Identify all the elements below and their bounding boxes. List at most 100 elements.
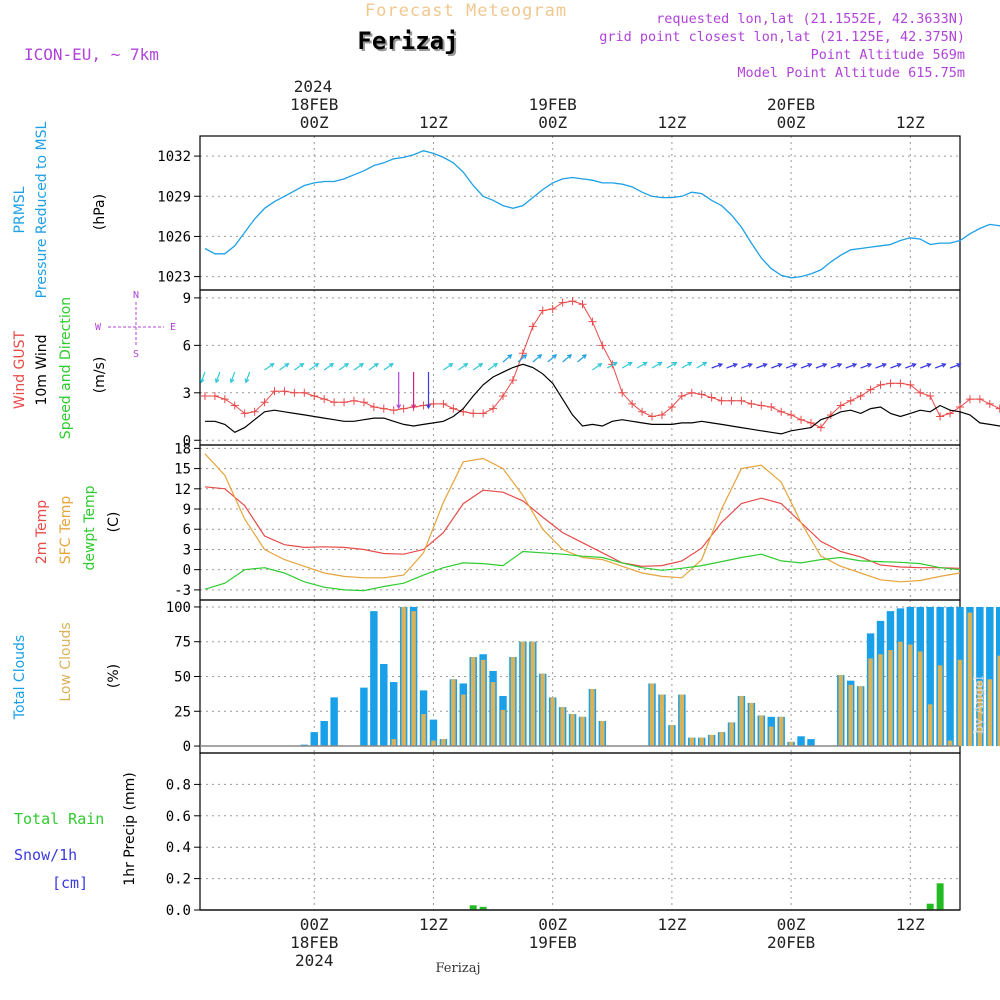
gust-marker	[985, 399, 994, 408]
gust-marker	[846, 396, 855, 405]
gust-marker	[320, 395, 329, 404]
wind-arrow-head	[792, 363, 798, 368]
wind-arrow-head	[314, 362, 320, 368]
wind-arrow	[308, 363, 319, 371]
gust-marker	[270, 387, 279, 396]
model-altitude: Model Point Altitude 615.75m	[737, 65, 965, 81]
low-cloud-bar	[937, 665, 943, 747]
total-cloud-bar	[946, 606, 954, 747]
wind-arrow-head	[537, 354, 543, 359]
temp-line-2m-temp	[204, 486, 961, 569]
gust-marker	[379, 404, 388, 413]
low-cloud-bar	[480, 659, 486, 747]
bottom-time-label: 00Z	[538, 915, 567, 934]
gust-marker	[995, 404, 1000, 413]
wind-arrow	[934, 363, 946, 369]
wind-arrow-head	[507, 354, 513, 359]
gust-marker	[866, 385, 875, 394]
wind-arrow	[949, 363, 961, 369]
top-time-label: 18FEB	[290, 95, 338, 114]
clouds-ytick-label: 25	[174, 704, 191, 720]
total-cloud-bar	[976, 606, 984, 747]
wind-arrow-head	[597, 362, 603, 368]
gust-marker	[349, 396, 358, 405]
wind-arrow	[890, 363, 901, 369]
bottom-time-label: 00Z	[300, 915, 329, 934]
top-time-label: 00Z	[538, 113, 567, 132]
low-cloud-bar	[461, 694, 466, 747]
low-cloud-bar	[987, 679, 993, 747]
top-time-label: 20FEB	[767, 95, 815, 114]
point-altitude: Point Altitude 569m	[811, 47, 965, 63]
cloud-labels: Total Clouds Low Clouds (%)	[12, 622, 122, 720]
low-cloud-bar	[888, 650, 893, 747]
wind-arrow	[771, 363, 782, 369]
gust-marker	[936, 412, 945, 421]
wind-arrow-head	[627, 361, 633, 367]
clouds-ytick-label: 100	[166, 600, 191, 616]
low-cloud-bar	[749, 702, 754, 747]
precip-ytick-label: 0.2	[166, 872, 191, 888]
low-cloud-bar	[421, 714, 426, 747]
temperature-ytick-label: 12	[174, 482, 191, 498]
wind-arrow	[666, 361, 677, 369]
wind-arrow	[577, 354, 587, 363]
gust-marker	[638, 407, 647, 416]
pressure-labels: PRMSL Pressure Reduced to MSL (hPa)	[12, 121, 108, 298]
gust-marker	[608, 360, 617, 369]
low-cloud-bar	[510, 657, 516, 747]
low-cloud-bar	[451, 679, 456, 747]
low-cloud-bar	[709, 734, 714, 747]
wind-arrow	[517, 354, 527, 363]
gust-marker	[220, 395, 229, 404]
gust-marker	[568, 297, 577, 306]
total-rain-label: Total Rain	[14, 810, 104, 828]
gust-marker	[657, 410, 666, 419]
total-cloud-bar	[429, 719, 438, 747]
total-cloud-bar	[807, 739, 815, 747]
low-cloud-bar	[580, 716, 585, 747]
low-clouds-label: Low Clouds	[58, 622, 74, 701]
bottom-time-label: 12Z	[657, 915, 686, 934]
gust-marker	[757, 401, 766, 410]
wind-arrow-head	[200, 378, 205, 384]
wind-arrow-head	[807, 363, 813, 368]
gust-marker	[797, 415, 806, 424]
pressure-frame	[199, 135, 961, 291]
wind-arrow	[681, 361, 692, 369]
temperature-ytick-label: 18	[174, 441, 191, 457]
low-cloud-bar	[848, 684, 853, 747]
low-cloud-bar	[490, 682, 496, 747]
gust-marker	[479, 409, 488, 418]
precip-ytick-label: 0.6	[166, 809, 191, 825]
wind-arrow	[636, 361, 647, 369]
gust-marker	[965, 395, 974, 404]
grid-point-coords: grid point closest lon,lat (21.125E, 42.…	[599, 29, 965, 45]
wind-gust-label: Wind GUST	[12, 330, 28, 409]
pressure-label-msl: Pressure Reduced to MSL	[34, 121, 50, 298]
wind-arrow-head	[284, 362, 290, 368]
footer-credit: by Angel	[972, 676, 987, 734]
wind-arrow-head	[747, 363, 753, 368]
gust-marker	[836, 401, 845, 410]
temperature-ytick-label: -3	[174, 583, 191, 599]
temperature-ytick-label: 9	[183, 502, 191, 518]
wind-arrow-head	[777, 363, 783, 368]
bottom-time-label: 00Z	[777, 915, 806, 934]
rain-bar	[469, 905, 477, 910]
precip-ytick-label: 0.4	[166, 840, 191, 856]
gust-marker	[677, 391, 686, 400]
wind-arrow	[264, 363, 274, 371]
wind-arrow	[230, 371, 236, 383]
wind-arrow	[830, 363, 842, 369]
gust-marker	[469, 409, 478, 418]
wind-arrow	[860, 363, 872, 369]
wind-arrow-head	[396, 404, 402, 410]
total-cloud-bar	[380, 663, 388, 747]
wind-arrow-head	[956, 363, 962, 368]
wind-arrow-head	[358, 362, 365, 368]
gust-marker	[200, 391, 209, 400]
pressure-line	[204, 150, 1000, 279]
wind-arrow-head	[866, 363, 873, 368]
wind-arrow-head	[896, 363, 902, 368]
